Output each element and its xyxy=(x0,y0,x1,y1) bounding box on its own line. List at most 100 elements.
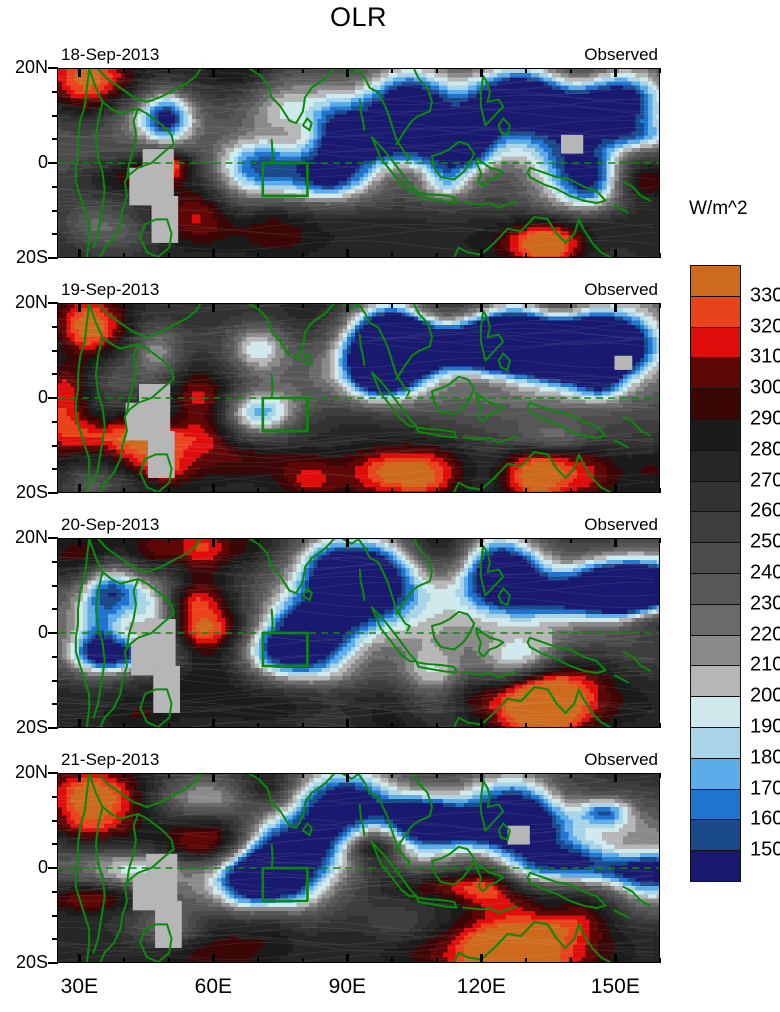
y-major-tick xyxy=(48,257,58,260)
x-major-tick xyxy=(614,249,617,258)
y-tick-label: 20S xyxy=(0,482,48,503)
x-major-tick xyxy=(78,719,81,728)
x-minor-tick xyxy=(167,253,170,258)
x-minor-tick xyxy=(391,303,394,308)
x-minor-tick xyxy=(525,773,528,778)
x-major-tick xyxy=(614,68,617,77)
x-tick-label: 150E xyxy=(580,975,650,999)
y-minor-tick xyxy=(52,209,58,212)
olr-map-3 xyxy=(57,538,660,728)
x-minor-tick xyxy=(659,958,662,963)
y-major-tick xyxy=(48,537,58,540)
y-minor-tick xyxy=(52,890,58,893)
y-minor-tick xyxy=(52,233,58,236)
x-minor-tick xyxy=(257,773,260,778)
x-major-tick xyxy=(212,719,215,728)
x-minor-tick xyxy=(659,303,662,308)
y-minor-tick xyxy=(52,795,58,798)
y-tick-label: 20N xyxy=(0,527,48,548)
x-minor-tick xyxy=(301,68,304,73)
colorbar-band xyxy=(690,603,741,636)
x-minor-tick xyxy=(435,773,438,778)
colorbar-tick-label: 180 xyxy=(750,746,780,769)
x-major-tick xyxy=(614,484,617,493)
x-minor-tick xyxy=(525,303,528,308)
x-minor-tick xyxy=(525,253,528,258)
x-minor-tick xyxy=(391,538,394,543)
colorbar-band xyxy=(690,788,741,821)
x-minor-tick xyxy=(257,538,260,543)
x-minor-tick xyxy=(123,253,126,258)
panel-source-tag: Observed xyxy=(584,280,658,300)
study-region-box xyxy=(261,161,309,198)
x-major-tick xyxy=(212,538,215,547)
y-tick-label: 20N xyxy=(0,57,48,78)
colorbar-band xyxy=(690,388,741,420)
olr-map-2 xyxy=(57,303,660,493)
y-tick-label: 0 xyxy=(0,152,48,173)
y-minor-tick xyxy=(52,560,58,563)
x-minor-tick xyxy=(435,488,438,493)
panel-source-tag: Observed xyxy=(584,515,658,535)
x-major-tick xyxy=(614,303,617,312)
x-minor-tick xyxy=(167,303,170,308)
study-region-box xyxy=(261,631,309,668)
panel-date-label: 19-Sep-2013 xyxy=(61,280,159,300)
y-major-tick xyxy=(48,492,58,495)
y-minor-tick xyxy=(52,679,58,682)
x-major-tick xyxy=(78,68,81,77)
x-major-tick xyxy=(78,954,81,963)
x-major-tick xyxy=(480,249,483,258)
y-tick-label: 20N xyxy=(0,762,48,783)
x-minor-tick xyxy=(659,538,662,543)
colorbar-band xyxy=(690,542,741,574)
x-minor-tick xyxy=(569,253,572,258)
olr-panel-4: 21-Sep-2013 Observed 20N 0 20S xyxy=(15,750,662,972)
colorbar-tick-label: 200 xyxy=(750,685,780,708)
y-minor-tick xyxy=(52,420,58,423)
x-minor-tick xyxy=(659,253,662,258)
x-minor-tick xyxy=(569,958,572,963)
colorbar-band xyxy=(690,696,741,728)
colorbar-unit-label: W/m^2 xyxy=(689,198,748,220)
x-minor-tick xyxy=(123,958,126,963)
x-minor-tick xyxy=(123,303,126,308)
x-major-tick xyxy=(78,538,81,547)
colorbar-band xyxy=(690,634,741,667)
x-tick-label: 60E xyxy=(178,975,248,999)
x-minor-tick xyxy=(301,303,304,308)
colorbar-tick-label: 150 xyxy=(750,839,780,862)
panel-source-tag: Observed xyxy=(584,750,658,770)
x-minor-tick xyxy=(569,773,572,778)
x-minor-tick xyxy=(435,723,438,728)
x-major-tick xyxy=(346,484,349,493)
colorbar-tick-label: 240 xyxy=(750,562,780,585)
colorbar-band xyxy=(690,265,741,297)
y-minor-tick xyxy=(52,325,58,328)
x-minor-tick xyxy=(391,68,394,73)
x-minor-tick xyxy=(525,68,528,73)
x-major-tick xyxy=(614,538,617,547)
y-minor-tick xyxy=(52,584,58,587)
y-major-tick xyxy=(48,67,58,70)
x-minor-tick xyxy=(123,538,126,543)
colorbar-tick-label: 170 xyxy=(750,777,780,800)
x-major-tick xyxy=(614,719,617,728)
x-minor-tick xyxy=(167,958,170,963)
x-major-tick xyxy=(480,954,483,963)
y-tick-label: 0 xyxy=(0,857,48,878)
colorbar-band xyxy=(690,511,741,544)
x-tick-label: 30E xyxy=(44,975,114,999)
y-minor-tick xyxy=(52,468,58,471)
olr-panel-3: 20-Sep-2013 Observed 20N 0 20S xyxy=(15,515,662,737)
x-minor-tick xyxy=(435,958,438,963)
x-major-tick xyxy=(480,484,483,493)
x-major-tick xyxy=(78,773,81,782)
colorbar-tick-label: 300 xyxy=(750,377,780,400)
panel-date-label: 18-Sep-2013 xyxy=(61,45,159,65)
colorbar-band xyxy=(690,449,741,482)
x-major-tick xyxy=(480,303,483,312)
x-minor-tick xyxy=(257,303,260,308)
x-minor-tick xyxy=(257,723,260,728)
y-minor-tick xyxy=(52,90,58,93)
